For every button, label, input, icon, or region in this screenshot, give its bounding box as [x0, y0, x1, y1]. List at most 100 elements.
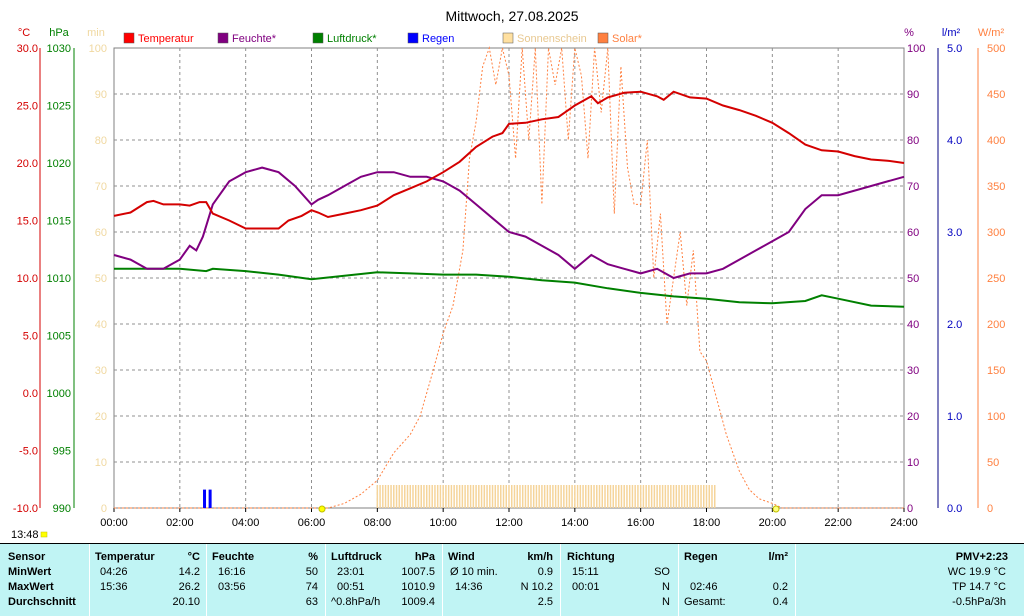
hum-tick-label: 50 [907, 273, 919, 285]
max-wind-time: 14:36 [455, 581, 483, 593]
rain-unit: l/m² [942, 27, 961, 39]
press-tick-label: 1015 [47, 216, 71, 228]
press-tick-label: 1000 [47, 388, 71, 400]
press-header: Luftdruck [331, 551, 382, 563]
solar-tick-label: 100 [987, 411, 1005, 423]
legend: Temperatur Feuchte* Luftdruck* Regen Sonnens… [123, 32, 643, 45]
sun-tick-label: 70 [95, 181, 107, 193]
max-rain-value: 0.2 [772, 581, 788, 593]
press-tick-label: 1020 [47, 158, 71, 170]
max-dir-time: 00:01 [572, 581, 600, 593]
max-rain-time: 02:46 [690, 581, 718, 593]
hum-tick-label: 0 [907, 503, 913, 515]
max-extra: TP 14.7 °C [952, 581, 1006, 593]
x-tick-label: 24:00 [890, 517, 918, 529]
max-hum-time: 03:56 [218, 581, 246, 593]
x-axis: 00:00 02:00 04:00 06:00 08:00 10:00 12:00 14:00… [100, 508, 918, 529]
legend-label: Regen [422, 33, 454, 45]
min-dir-time: 15:11 [572, 566, 599, 578]
avg-rain-value: 0.4 [772, 596, 788, 608]
solar-tick-label: 250 [987, 273, 1005, 285]
pmv-header: PMV+2:23 [955, 551, 1008, 563]
max-hum-value: 74 [305, 581, 318, 593]
sun-tick-label: 50 [95, 273, 107, 285]
rain-tick-label: 2.0 [947, 319, 962, 331]
rain-tick-label: 4.0 [947, 135, 962, 147]
avg-dir-value: N [662, 596, 670, 608]
solar-tick-label: 150 [987, 365, 1005, 377]
series-line-solar [114, 46, 904, 509]
temp-tick-label: -5.0 [19, 446, 38, 458]
avg-hum-value: 63 [305, 596, 318, 608]
sensor-header: Sensor [8, 551, 46, 563]
sunrise-marker [318, 505, 326, 513]
rain-bars [203, 489, 212, 508]
temp-tick-label: 20.0 [17, 158, 38, 170]
rain-bar [208, 489, 212, 508]
sun-tick-label: 30 [95, 365, 107, 377]
series-line-hum [113, 166, 905, 280]
min-dir-value: SO [654, 566, 670, 578]
legend-label: Solar* [612, 33, 643, 45]
min-temp-value: 14.2 [178, 566, 200, 578]
rain-bar [203, 489, 207, 508]
solar-tick-label: 300 [987, 227, 1005, 239]
x-tick-label: 04:00 [232, 517, 260, 529]
sun-tick-label: 100 [89, 43, 107, 55]
x-tick-label: 02:00 [166, 517, 194, 529]
rain-header: Regen [684, 551, 718, 563]
sunset-marker [772, 505, 780, 513]
temp-tick-label: 5.0 [23, 331, 38, 343]
sun-unit: min [87, 27, 105, 39]
x-tick-label: 00:00 [100, 517, 128, 529]
sun-tick-label: 40 [95, 319, 107, 331]
grid [114, 48, 904, 508]
hum-tick-label: 100 [907, 43, 925, 55]
sun-tick-label: 20 [95, 411, 107, 423]
min-temp-time: 04:26 [100, 566, 128, 578]
solar-tick-label: 400 [987, 135, 1005, 147]
temp-tick-label: 0.0 [23, 388, 38, 400]
temp-tick-label: -10.0 [13, 503, 38, 515]
legend-swatch [312, 32, 324, 44]
avg-press-value: 1009.4 [401, 596, 435, 608]
sun-tick-label: 60 [95, 227, 107, 239]
rain-tick-label: 1.0 [947, 411, 962, 423]
solar-tick-label: 450 [987, 89, 1005, 101]
temp-tick-label: 10.0 [17, 273, 38, 285]
axis-unit-labels: °C hPa min % l/m² W/m² [18, 27, 1005, 39]
weather-chart: Mittwoch, 27.08.2025 °C hPa min % l/m² W… [11, 8, 1005, 541]
solar-tick-label: 350 [987, 181, 1005, 193]
avg-press-trend: ^0.8hPa/h [331, 596, 381, 608]
x-tick-label: 14:00 [561, 517, 589, 529]
x-tick-label: 20:00 [759, 517, 787, 529]
press-unit-header: hPa [414, 551, 435, 563]
rain-tick-label: 3.0 [947, 227, 962, 239]
x-tick-label: 12:00 [495, 517, 523, 529]
x-tick-label: 18:00 [693, 517, 721, 529]
x-tick-label: 08:00 [364, 517, 392, 529]
press-tick-label: 1005 [47, 331, 71, 343]
statistics-panel: Sensor Temperatur °C Feuchte % Luftdruck… [0, 543, 1024, 616]
sun-tick-label: 0 [101, 503, 107, 515]
max-label: MaxWert [8, 581, 54, 593]
sun-tick-label: 80 [95, 135, 107, 147]
hum-unit: % [904, 27, 914, 39]
avg-rain-label: Gesamt: [684, 596, 726, 608]
rain-tick-label: 5.0 [947, 43, 962, 55]
hum-tick-label: 10 [907, 457, 919, 469]
rain-tick-label: 0.0 [947, 503, 962, 515]
hum-tick-label: 30 [907, 365, 919, 377]
legend-label: Temperatur [138, 33, 194, 45]
temp-tick-label: 30.0 [17, 43, 38, 55]
hum-header: Feuchte [212, 551, 255, 563]
max-press-value: 1010.9 [401, 581, 435, 593]
solar-tick-label: 0 [987, 503, 993, 515]
sun-tick-label: 90 [95, 89, 107, 101]
temp-unit-header: °C [187, 551, 200, 563]
max-dir-value: N [662, 581, 670, 593]
legend-label: Feuchte* [232, 33, 277, 45]
max-press-time: 00:51 [337, 581, 365, 593]
hum-tick-label: 70 [907, 181, 919, 193]
legend-label: Sonnenschein [517, 33, 587, 45]
